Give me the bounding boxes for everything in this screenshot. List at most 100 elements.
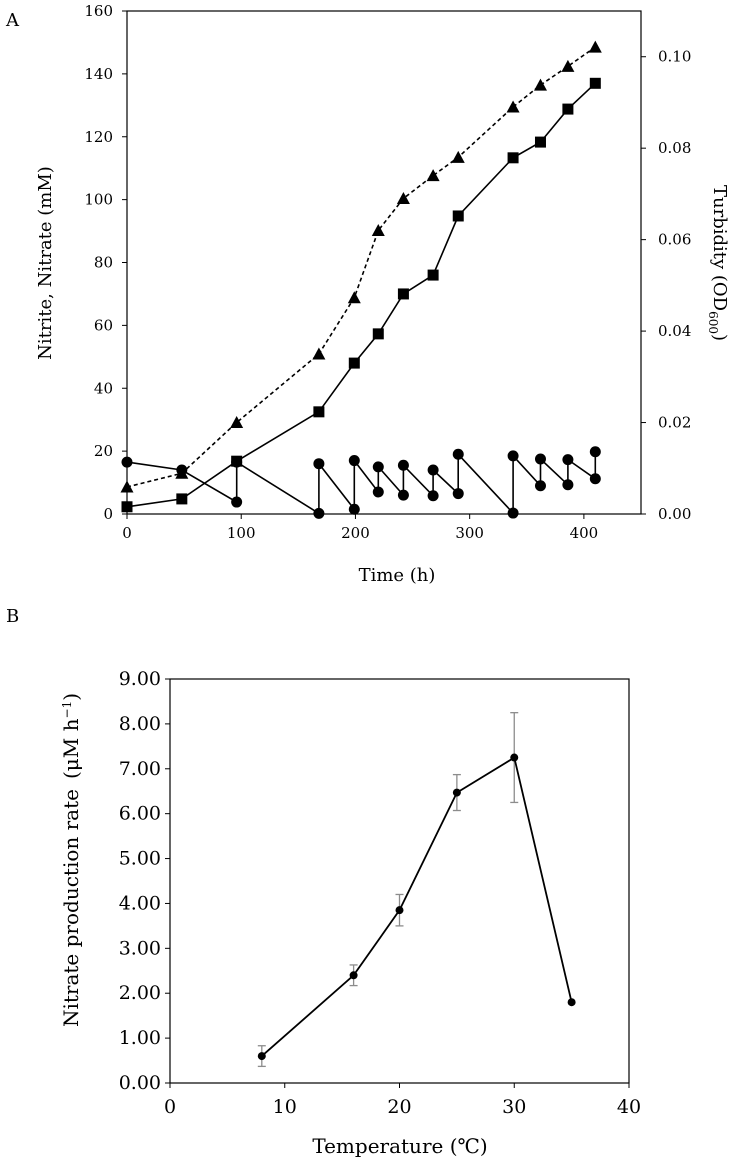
data-point-turbidity <box>230 416 244 429</box>
data-point-turbidity <box>347 291 361 304</box>
x-tick-label: 40 <box>617 1096 641 1118</box>
x-tick-label: 20 <box>387 1096 411 1118</box>
y2-label-subscript: 600 <box>706 311 720 334</box>
data-point-nitrite <box>348 503 360 515</box>
y-tick-label: 60 <box>94 316 113 334</box>
y-label-unit-end: ) <box>59 693 83 701</box>
x-tick-label: 200 <box>341 524 370 542</box>
data-point-turbidity <box>451 150 465 163</box>
chart-a: 0 100 200 300 400 0 20 40 60 80 100 120 140 160 0.00… <box>35 2 730 586</box>
x-tick-label: 300 <box>455 524 484 542</box>
x-tick-label: 400 <box>570 524 599 542</box>
y-label-unit-sup: −1 <box>60 701 74 719</box>
y2-tick-label: 0.08 <box>658 139 691 157</box>
x-tick-label: 100 <box>227 524 256 542</box>
chart-b: 0 10 20 30 40 0.00 1.00 2.00 3.00 4.00 5.00 6.00 7.… <box>59 668 641 1158</box>
y2-tick-label: 0.04 <box>658 322 691 340</box>
data-point-turbidity <box>588 40 602 53</box>
y-tick-label: 80 <box>94 254 113 272</box>
y2-tick-label: 0.00 <box>658 505 691 523</box>
data-point-nitrate <box>507 152 519 164</box>
data-point-nitrate <box>534 136 546 148</box>
y-tick-label: 8.00 <box>119 713 161 735</box>
data-point-rate <box>257 1052 266 1061</box>
y-tick-label: 3.00 <box>119 937 161 959</box>
data-point-nitrite <box>562 479 574 491</box>
y-tick-label: 4.00 <box>119 892 161 914</box>
chart-b-y-axis-label: Nitrate production rate (μM h−1) <box>59 693 83 1027</box>
data-point-nitrite <box>534 453 546 465</box>
y-tick-label: 9.00 <box>119 668 161 690</box>
data-point-nitrite <box>589 446 601 458</box>
data-point-nitrite <box>313 507 325 519</box>
y2-label-main: Turbidity (OD <box>709 185 730 311</box>
data-point-nitrate <box>562 103 574 115</box>
y-tick-label: 140 <box>84 65 113 83</box>
data-point-nitrate <box>176 493 188 505</box>
data-point-nitrate <box>313 406 325 418</box>
chart-b-error-bars <box>257 712 519 1068</box>
y2-tick-label: 0.06 <box>658 231 691 249</box>
data-point-nitrite <box>372 486 384 498</box>
data-point-turbidity <box>426 169 440 182</box>
data-point-nitrate <box>589 77 601 89</box>
y-tick-label: 0.00 <box>119 1072 161 1094</box>
chart-a-y-axis-label: Nitrite, Nitrate (mM) <box>35 166 56 360</box>
data-point-nitrate <box>397 288 409 300</box>
data-point-turbidity <box>506 100 520 113</box>
data-point-turbidity <box>312 347 326 360</box>
series-line-nitrate <box>126 82 596 508</box>
data-point-nitrite <box>507 507 519 519</box>
data-point-nitrate <box>231 455 243 467</box>
chart-b-plot-frame <box>169 678 630 1084</box>
data-point-turbidity <box>533 78 547 91</box>
x-tick-label: 10 <box>273 1096 297 1118</box>
y2-tick-label: 0.10 <box>658 48 691 66</box>
data-point-nitrite <box>589 473 601 485</box>
data-point-rate <box>395 906 404 915</box>
data-point-nitrite <box>348 455 360 467</box>
y-tick-label: 40 <box>94 379 113 397</box>
y-label-main: Nitrate production rate <box>59 789 83 1027</box>
chart-a-y2-axis-label: Turbidity (OD600) <box>706 185 730 341</box>
data-point-turbidity <box>175 466 189 479</box>
data-point-nitrite <box>534 480 546 492</box>
data-point-rate <box>452 788 461 797</box>
data-point-nitrate <box>372 328 384 340</box>
chart-a-x-axis: 0 100 200 300 400 <box>122 514 598 542</box>
data-point-nitrate <box>121 501 133 513</box>
data-point-nitrite <box>452 488 464 500</box>
series-line-rate <box>261 756 573 1057</box>
y-tick-label: 100 <box>84 191 113 209</box>
data-point-nitrite <box>313 458 325 470</box>
data-point-nitrate <box>452 210 464 222</box>
chart-a-plot-frame <box>126 10 642 515</box>
chart-a-y2-axis: 0.00 0.02 0.04 0.06 0.08 0.10 <box>641 48 691 523</box>
y2-label-end: ) <box>709 334 730 341</box>
data-point-nitrite <box>372 461 384 473</box>
chart-a-series-markers <box>120 40 602 519</box>
data-point-nitrite <box>397 459 409 471</box>
y-tick-label: 1.00 <box>119 1027 161 1049</box>
data-point-nitrate <box>348 357 360 369</box>
data-point-rate <box>510 753 519 762</box>
data-point-nitrite <box>562 454 574 466</box>
chart-a-x-axis-label: Time (h) <box>359 565 436 586</box>
y-tick-label: 2.00 <box>119 982 161 1004</box>
panel-b-label: B <box>6 606 19 627</box>
y-tick-label: 160 <box>84 2 113 20</box>
data-point-turbidity <box>396 191 410 204</box>
y-tick-label: 6.00 <box>119 803 161 825</box>
data-point-nitrite <box>427 464 439 476</box>
chart-a-series-lines <box>126 46 597 516</box>
data-point-nitrite <box>427 490 439 502</box>
data-point-nitrite <box>121 456 133 468</box>
data-point-turbidity <box>561 59 575 72</box>
series-line-nitrite <box>126 451 597 516</box>
chart-a-y-axis: 0 20 40 60 80 100 120 140 160 <box>84 2 127 523</box>
chart-b-series-lines <box>261 756 573 1057</box>
chart-b-y-axis: 0.00 1.00 2.00 3.00 4.00 5.00 6.00 7.00 8.00 9.00 <box>119 668 170 1094</box>
series-line-turbidity <box>126 46 596 488</box>
y-tick-label: 20 <box>94 442 113 460</box>
data-point-nitrate <box>427 269 439 281</box>
